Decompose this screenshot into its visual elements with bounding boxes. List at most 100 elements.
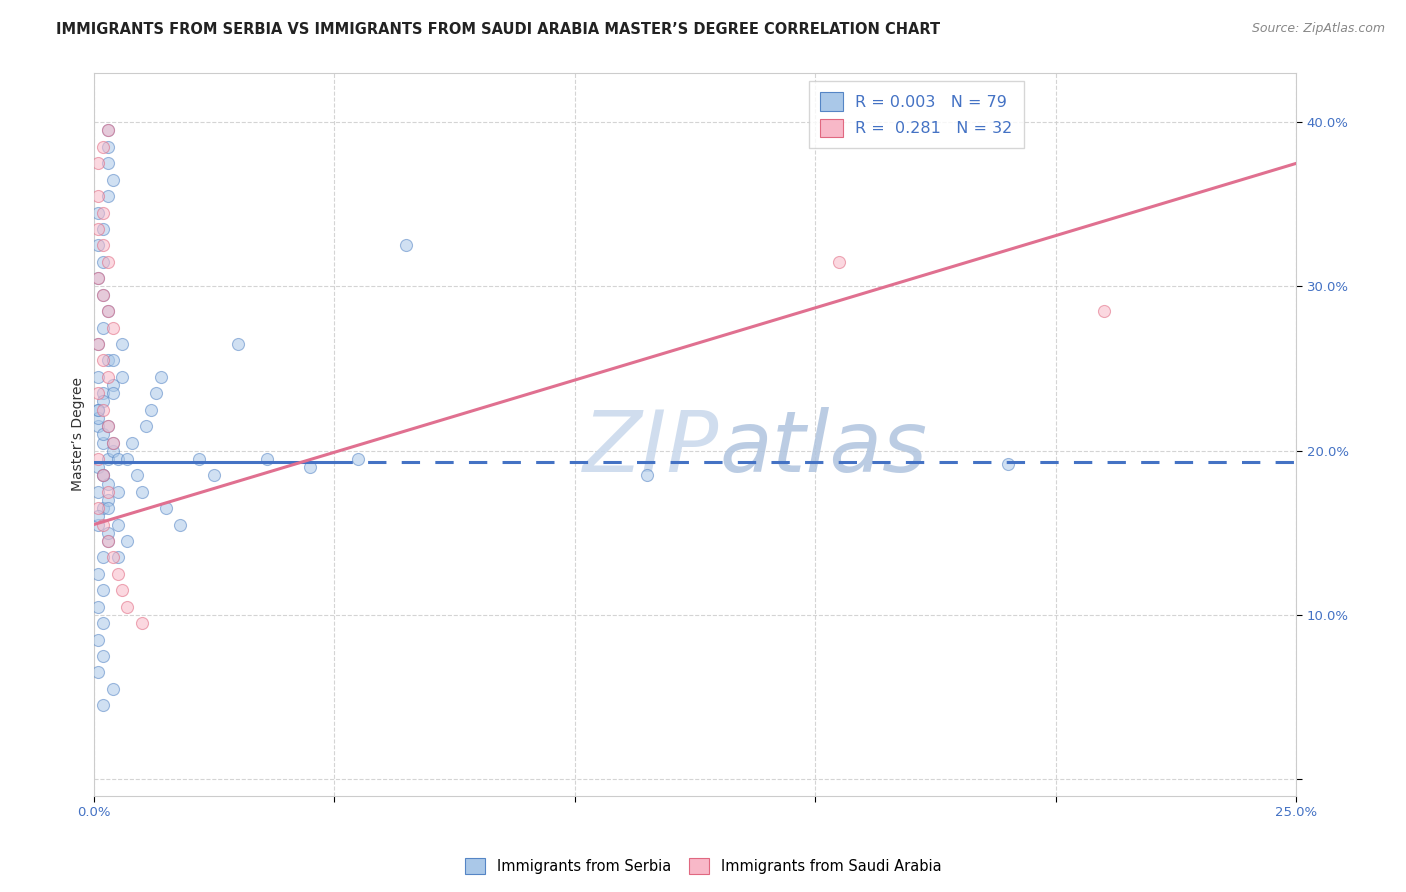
Point (91, 394, 114, 409)
Point (169, 517, 191, 532)
Point (97, 123, 120, 137)
Point (97, 451, 120, 466)
Point (91, 140, 114, 154)
Point (97, 255, 120, 269)
Point (202, 468, 225, 483)
Point (91, 517, 114, 532)
Point (91, 468, 114, 483)
Point (299, 460, 322, 475)
Point (101, 435, 124, 450)
Point (97, 419, 120, 434)
Point (121, 435, 143, 450)
Point (87, 451, 110, 466)
Point (997, 457, 1019, 471)
Point (226, 337, 249, 351)
Point (101, 320, 124, 334)
Text: ZIP: ZIP (583, 408, 718, 491)
Point (87, 410, 110, 425)
Point (347, 451, 370, 466)
Point (91, 402, 114, 417)
Y-axis label: Master’s Degree: Master’s Degree (72, 377, 86, 491)
Point (256, 451, 278, 466)
Point (87, 501, 110, 516)
Point (87, 509, 110, 524)
Point (87, 386, 110, 401)
Point (97, 534, 120, 549)
Point (87, 517, 110, 532)
Point (91, 353, 114, 368)
Point (97, 140, 120, 154)
Text: Source: ZipAtlas.com: Source: ZipAtlas.com (1251, 22, 1385, 36)
Point (91, 255, 114, 269)
Point (91, 427, 114, 442)
Text: atlas: atlas (718, 408, 927, 491)
Point (87, 271, 110, 285)
Point (91, 550, 114, 565)
Point (87, 402, 110, 417)
Point (101, 443, 124, 458)
Point (97, 501, 120, 516)
Point (101, 353, 124, 368)
Point (107, 566, 129, 581)
Point (111, 369, 134, 384)
Point (101, 172, 124, 186)
Point (91, 468, 114, 483)
Point (97, 369, 120, 384)
Point (87, 189, 110, 203)
Point (87, 665, 110, 680)
Point (107, 517, 129, 532)
Point (101, 681, 124, 696)
Point (117, 599, 139, 614)
Point (87, 484, 110, 499)
Point (117, 534, 139, 549)
Point (91, 648, 114, 663)
Point (97, 484, 120, 499)
Point (91, 287, 114, 301)
Point (87, 599, 110, 614)
Point (97, 304, 120, 318)
Point (91, 583, 114, 598)
Point (97, 189, 120, 203)
Point (87, 156, 110, 170)
Point (87, 419, 110, 434)
Point (91, 616, 114, 631)
Text: IMMIGRANTS FROM SERBIA VS IMMIGRANTS FROM SAUDI ARABIA MASTER’S DEGREE CORRELATI: IMMIGRANTS FROM SERBIA VS IMMIGRANTS FRO… (56, 22, 941, 37)
Point (97, 304, 120, 318)
Point (101, 386, 124, 401)
Point (107, 451, 129, 466)
Point (636, 468, 658, 483)
Point (135, 419, 157, 434)
Point (97, 476, 120, 491)
Legend: Immigrants from Serbia, Immigrants from Saudi Arabia: Immigrants from Serbia, Immigrants from … (458, 852, 948, 880)
Point (188, 451, 211, 466)
Point (97, 123, 120, 137)
Point (87, 402, 110, 417)
Point (97, 156, 120, 170)
Point (87, 238, 110, 252)
Point (149, 369, 172, 384)
Point (87, 460, 110, 475)
Point (828, 255, 851, 269)
Point (1092, 304, 1115, 318)
Point (87, 566, 110, 581)
Point (87, 205, 110, 219)
Point (91, 435, 114, 450)
Point (87, 632, 110, 647)
Point (91, 205, 114, 219)
Point (101, 378, 124, 392)
Point (91, 238, 114, 252)
Point (87, 337, 110, 351)
Point (91, 287, 114, 301)
Point (91, 222, 114, 236)
Point (131, 484, 153, 499)
Point (91, 501, 114, 516)
Point (131, 616, 153, 631)
Point (97, 534, 120, 549)
Point (395, 238, 418, 252)
Point (111, 337, 134, 351)
Point (91, 320, 114, 334)
Point (91, 698, 114, 713)
Point (107, 550, 129, 565)
Legend: R = 0.003   N = 79, R =  0.281   N = 32: R = 0.003 N = 79, R = 0.281 N = 32 (808, 81, 1024, 148)
Point (117, 451, 139, 466)
